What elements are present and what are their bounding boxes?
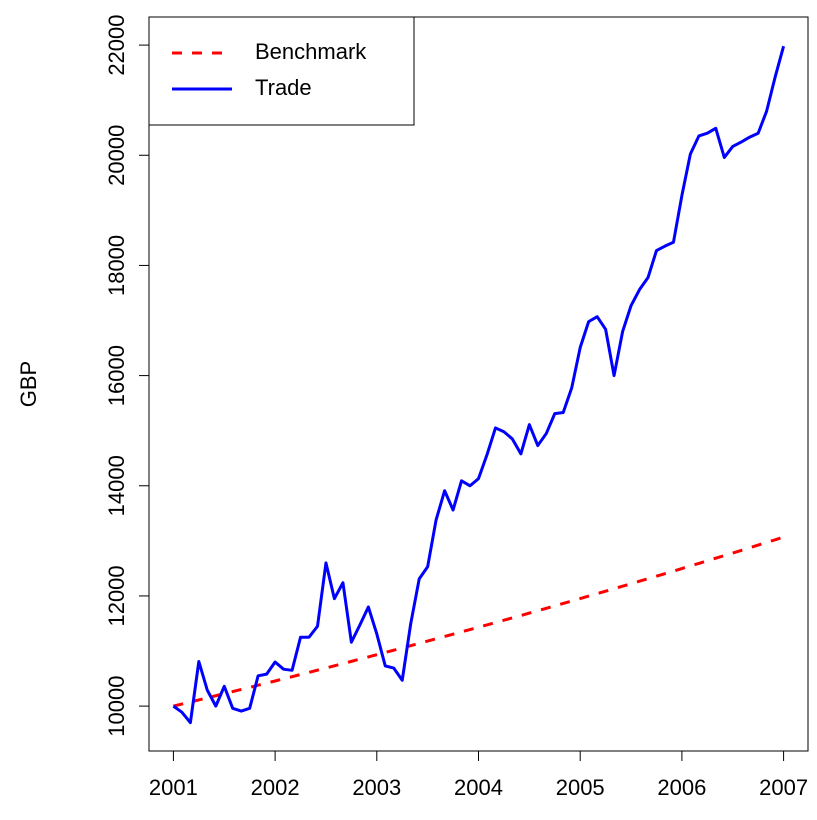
y-tick-label: 22000 — [104, 14, 129, 75]
y-tick-label: 16000 — [104, 345, 129, 406]
x-tick-label: 2005 — [556, 775, 605, 800]
x-tick-label: 2002 — [251, 775, 300, 800]
legend-label: Benchmark — [255, 39, 367, 64]
y-tick-label: 20000 — [104, 125, 129, 186]
y-tick-label: 12000 — [104, 565, 129, 626]
y-tick-label: 18000 — [104, 235, 129, 296]
y-axis-label: GBP — [16, 361, 41, 407]
line-series — [172, 45, 786, 725]
x-tick-label: 2006 — [657, 775, 706, 800]
y-tick-label: 14000 — [104, 455, 129, 516]
plot-frame — [148, 16, 809, 752]
y-tick-label: 10000 — [104, 676, 129, 737]
line-series — [173, 535, 785, 708]
x-tick-label: 2003 — [352, 775, 401, 800]
x-tick-label: 2001 — [149, 775, 198, 800]
x-tick-label: 2007 — [759, 775, 808, 800]
legend-label: Trade — [255, 75, 312, 100]
legend-box — [148, 16, 415, 126]
x-tick-label: 2004 — [454, 775, 503, 800]
